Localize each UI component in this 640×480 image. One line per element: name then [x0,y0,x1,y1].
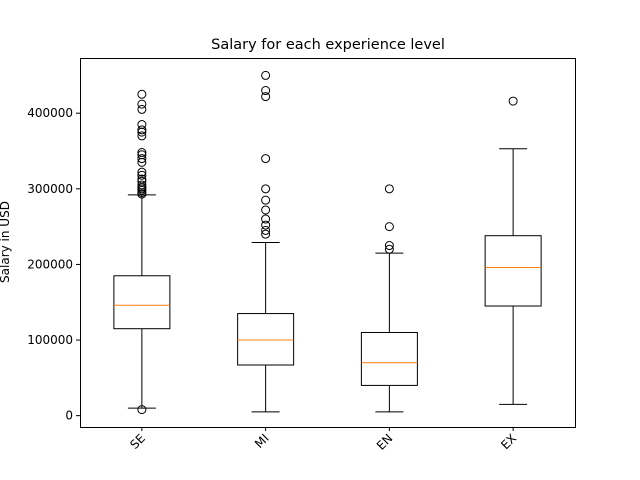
outlier-point [137,170,147,180]
outlier-point [261,70,271,80]
outlier-point [384,241,394,251]
outlier-point [384,222,394,232]
y-tick-label: 0 [65,409,73,423]
outlier-point [261,195,271,205]
y-tick-label: 300000 [27,182,73,196]
box-mi [237,313,295,366]
outlier-point [137,120,147,130]
outlier-point [137,176,147,186]
outlier-point [261,86,271,96]
outlier-point [384,244,394,254]
outlier-point [137,174,147,184]
outlier-point [137,405,147,415]
outlier-point [137,150,147,160]
outlier-point [137,180,147,190]
y-tick-label: 200000 [27,257,73,271]
axes-frame [80,58,576,428]
box-se [113,275,171,330]
outlier-point [137,131,147,141]
outlier-point [261,214,271,224]
y-tick-label: 100000 [27,333,73,347]
y-axis-label: Salary in USD [0,201,12,283]
outlier-point [384,184,394,194]
outlier-point [261,154,271,164]
outlier-point [137,148,147,158]
y-tick-label: 400000 [27,106,73,120]
outlier-point [261,225,271,235]
outlier-point [261,229,271,239]
outlier-point [137,154,147,164]
outlier-point [261,205,271,215]
outlier-point [137,167,147,177]
outlier-point [261,184,271,194]
outlier-point [137,89,147,99]
outlier-point [137,99,147,109]
box-en [360,331,418,386]
outlier-point [261,220,271,230]
chart-title: Salary for each experience level [211,37,445,53]
outlier-point [137,104,147,114]
outlier-point [137,125,147,135]
outlier-point [261,92,271,102]
box-ex [484,235,542,307]
outlier-point [508,96,518,106]
